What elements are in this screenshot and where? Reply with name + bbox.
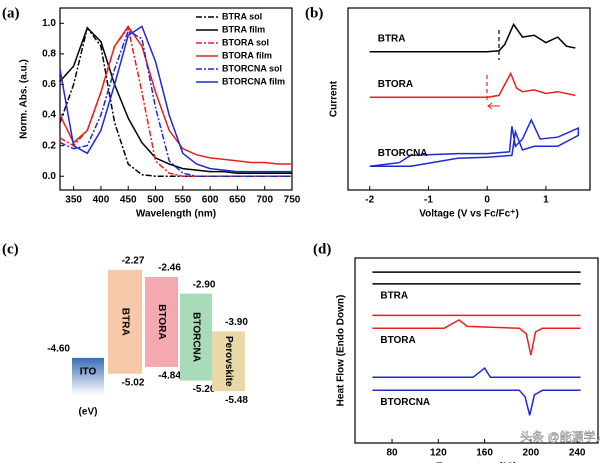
x-tick-label: 350	[65, 195, 82, 206]
watermark: 头条 @能源学人	[520, 429, 600, 444]
y-tick-label: 0.6	[42, 79, 56, 90]
legend-label: BTORCNA film	[222, 76, 285, 86]
x-tick-label: 550	[174, 195, 191, 206]
level-label: -5.20	[193, 384, 216, 395]
category-label: ITO	[80, 367, 97, 378]
panel-label: (b)	[305, 5, 323, 21]
y-tick-label: 0.4	[42, 110, 56, 121]
y-tick-label: 0.2	[42, 140, 56, 151]
panel-label: (c)	[2, 241, 19, 257]
energy-bar	[145, 276, 178, 367]
x-tick-label: 400	[93, 195, 110, 206]
x-tick-label: 600	[202, 195, 219, 206]
panel-label: (a)	[2, 5, 20, 21]
level-label: -3.90	[225, 317, 248, 328]
y-axis-label: Heat Flow (Endo Down)	[336, 295, 347, 407]
x-tick-label: 240	[569, 448, 586, 459]
category-label: BTRA	[119, 308, 130, 336]
level-label: -2.46	[158, 263, 181, 274]
x-tick-label: 80	[386, 448, 398, 459]
x-tick-label: 650	[229, 195, 246, 206]
series-line	[59, 29, 292, 177]
series-line	[59, 25, 292, 173]
series-line	[59, 26, 292, 177]
x-tick-label: 450	[120, 195, 137, 206]
plot-frame	[59, 7, 293, 191]
y-axis-label: Current	[329, 80, 340, 117]
series-line	[59, 25, 292, 165]
annotation: BTORCNA	[378, 148, 428, 159]
x-axis-label: Temperature (°C)	[436, 462, 517, 463]
legend-label: BTORA film	[222, 50, 272, 60]
x-tick-label: 200	[523, 448, 540, 459]
y-tick-label: 1.0	[42, 18, 56, 29]
x-tick-label: 0	[484, 195, 490, 206]
panel-label: (d)	[313, 241, 331, 257]
series-line	[369, 22, 576, 53]
level-label: -5.48	[225, 395, 248, 406]
series-line	[372, 319, 581, 356]
y-axis-label: Norm. Abs. (a.u.)	[19, 59, 30, 139]
level-label: -4.84	[158, 371, 181, 382]
energy-bar	[180, 293, 212, 381]
energy-bar	[212, 331, 245, 392]
legend-label: BTRA film	[222, 24, 265, 34]
legend-label: BTRA sol	[222, 11, 262, 21]
series-line	[372, 366, 581, 379]
series-line	[369, 118, 580, 168]
x-axis-label: Voltage (V vs Fc/Fc⁺)	[419, 209, 519, 220]
unit-label: (eV)	[79, 407, 98, 418]
annotation: BTORCNA	[380, 397, 430, 408]
level-label: -4.60	[47, 344, 70, 355]
arrow	[487, 102, 500, 110]
x-tick-label: 160	[476, 448, 493, 459]
annotation: BTRA	[380, 291, 408, 302]
x-tick-label: -1	[424, 195, 433, 206]
series-line	[369, 71, 576, 98]
level-label: -2.90	[193, 279, 216, 290]
plot-frame	[354, 257, 599, 444]
x-tick-label: -2	[365, 195, 374, 206]
x-tick-label: 120	[430, 448, 447, 459]
category-label: Perovskite	[223, 336, 234, 387]
plot-frame	[347, 7, 591, 191]
x-tick-label: 1	[543, 195, 549, 206]
annotation: BTORA	[380, 335, 415, 346]
y-tick-label: 0.8	[42, 49, 56, 60]
legend-label: BTORCNA sol	[222, 63, 282, 73]
series-line	[372, 389, 581, 416]
energy-bar	[108, 269, 142, 374]
level-label: -2.27	[122, 255, 145, 266]
energy-bar	[72, 357, 104, 395]
x-tick-label: 700	[256, 195, 273, 206]
annotation: BTORA	[378, 79, 413, 90]
category-label: BTORCNA	[190, 312, 201, 362]
x-axis-label: Wavelength (nm)	[136, 209, 216, 220]
legend-label: BTORA sol	[222, 37, 269, 47]
level-label: -5.02	[122, 377, 145, 388]
x-tick-label: 500	[147, 195, 164, 206]
y-tick-label: 0.0	[42, 171, 56, 182]
category-label: BTORA	[156, 304, 167, 339]
x-tick-label: 750	[284, 195, 301, 206]
annotation: BTRA	[378, 33, 406, 44]
